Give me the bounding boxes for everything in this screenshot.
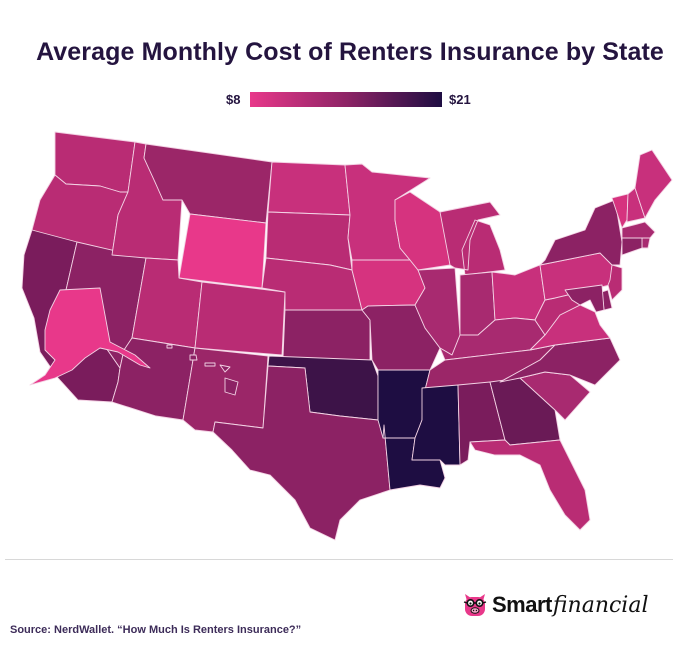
state-ia[interactable]: IA: $9 — [351, 259, 426, 311]
page-title: Average Monthly Cost of Renters Insuranc… — [36, 38, 664, 66]
state-ct[interactable]: CT: $13 — [621, 237, 643, 256]
state-hi[interactable]: HI: $13 — [166, 344, 239, 396]
state-md[interactable]: MD: $13 — [564, 284, 605, 313]
state-co[interactable]: CO: $11 — [194, 281, 286, 356]
state-fl[interactable]: FL: $11 — [469, 439, 591, 531]
state-ri[interactable]: RI: $12 — [641, 237, 651, 249]
brand-name-bold: Smart — [492, 592, 552, 617]
state-nh[interactable]: NH: $10 — [626, 187, 646, 223]
state-mi[interactable]: MI: $11 — [439, 201, 506, 276]
state-nd[interactable]: ND: $10 — [267, 161, 351, 216]
legend-gradient-bar — [250, 92, 442, 107]
source-citation: Source: NerdWallet. “How Much Is Renters… — [10, 624, 302, 636]
state-ny[interactable]: NY: $14 — [539, 199, 623, 266]
state-tx[interactable]: TX: $13 — [212, 365, 391, 541]
legend-min-label: $8 — [226, 92, 241, 107]
us-choropleth-map: WA: $11OR: $11CA: $15NV: $13ID: $11MT: $… — [0, 120, 700, 550]
state-ks[interactable]: KS: $13 — [282, 309, 371, 361]
brand-logo: Smart financial — [462, 589, 649, 621]
brand-name-script: financial — [552, 592, 649, 618]
state-ma[interactable]: MA: $12 — [621, 221, 656, 239]
piggy-with-glasses-icon — [463, 594, 487, 616]
state-oh[interactable]: OH: $10 — [491, 264, 546, 321]
legend-max-label: $21 — [449, 92, 471, 107]
state-wy[interactable]: WY: $8 — [178, 213, 267, 289]
state-wa[interactable]: WA: $11 — [54, 131, 136, 193]
state-me[interactable]: ME: $10 — [634, 149, 673, 219]
state-nj[interactable]: NJ: $11 — [607, 264, 623, 301]
state-wi[interactable]: WI: $10 — [394, 191, 451, 271]
state-nc[interactable]: NC: $13 — [499, 337, 621, 386]
color-legend: $8 $21 — [0, 90, 700, 110]
state-ak[interactable]: AK: $8 — [29, 287, 151, 386]
map-canvas: WA: $11OR: $11CA: $15NV: $13ID: $11MT: $… — [21, 131, 673, 541]
state-mo[interactable]: MO: $14 — [361, 304, 441, 371]
footer-divider — [5, 559, 673, 560]
